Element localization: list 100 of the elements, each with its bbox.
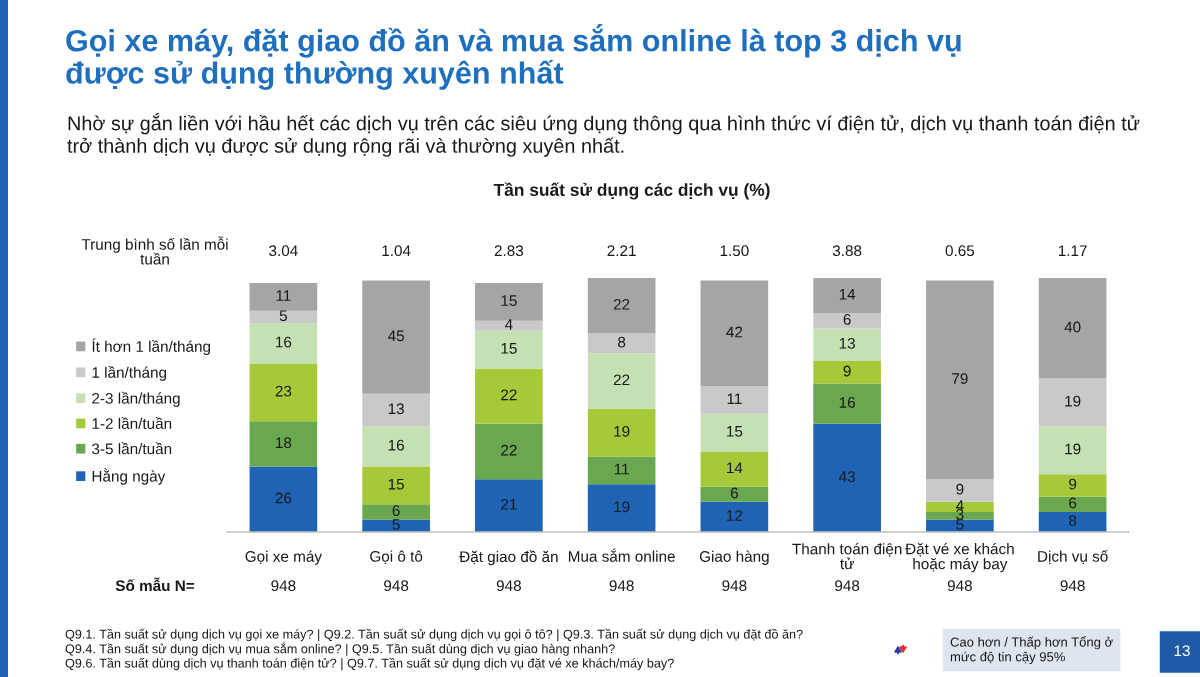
bar <box>700 451 769 487</box>
bar <box>813 278 881 314</box>
bar <box>1038 474 1107 497</box>
data-label: 26 <box>275 492 292 504</box>
bar <box>249 363 318 422</box>
bar <box>362 519 430 532</box>
x-tick-label: Gọi ô tô <box>370 550 423 564</box>
data-label: 22 <box>613 298 630 310</box>
data-label: 18 <box>276 437 292 449</box>
data-label: 4 <box>504 319 513 330</box>
text: 948 <box>496 580 521 592</box>
text: Q9.4. Tần suất sử dụng dịch vụ mua sắm online? | Q9.5. Tần suất dùng dịch vụ giao hàng nhanh? <box>65 642 615 656</box>
bar <box>1038 426 1107 475</box>
bar <box>587 278 656 334</box>
x-tick-label: Dịch vụ số <box>1038 549 1108 564</box>
data-label: 13 <box>839 337 855 349</box>
data-label: 19 <box>614 501 630 513</box>
data-label: 19 <box>1065 443 1081 455</box>
bar <box>700 280 769 387</box>
bar <box>475 283 543 321</box>
data-label: 22 <box>501 389 517 401</box>
bar <box>587 333 656 354</box>
chart-subtitle: Nhờ sự gắn liền với hầu hết các dịch vụ trên các siêu ứng dụng thông qua hình thức ví điện tử, dịch vụ thanh toán điện tử trở thành dịch vụ được sử dụng rộng rãi và thường xuyên nhất. <box>67 113 1140 157</box>
text: 0.65 <box>945 245 975 257</box>
x-tick-label: Giao hàng <box>699 550 769 565</box>
data-label: 11 <box>727 393 742 404</box>
bar <box>1038 511 1107 532</box>
text: 2.83 <box>494 245 524 257</box>
bar <box>926 280 994 480</box>
bar <box>362 504 430 520</box>
bar <box>362 426 430 467</box>
data-label: 4 <box>955 500 964 511</box>
bar <box>926 519 994 532</box>
data-label: 23 <box>275 385 292 397</box>
bar <box>249 421 318 467</box>
text: Q9.1. Tần suất sử dụng dịch vụ gọi xe máy? | Q9.2. Tần suất sử dụng dịch vụ gọi ô tô? | Q9.3. Tần suất sử dụng dịch vụ đặt đồ ăn? <box>65 628 803 642</box>
text: 948 <box>609 580 634 592</box>
bar <box>362 466 430 505</box>
data-label: 11 <box>276 290 291 301</box>
data-label: 8 <box>1069 515 1077 527</box>
bar <box>249 283 318 311</box>
bar <box>1038 278 1107 379</box>
text: 948 <box>271 580 296 592</box>
data-label: 40 <box>1064 321 1081 333</box>
data-label: 14 <box>727 462 743 474</box>
text: Số mẫu N= <box>115 577 195 592</box>
bar <box>362 393 430 427</box>
data-label: 5 <box>279 310 287 322</box>
bar <box>587 353 656 409</box>
data-label: 21 <box>501 498 517 510</box>
text: 1.17 <box>1058 245 1087 256</box>
chart-title: Gọi xe máy, đặt giao đồ ăn và mua sắm online là top 3 dịch vụ được sử dụng thường xuyên nhất <box>66 24 961 90</box>
bar <box>475 320 543 331</box>
x-tick-label: Đặt vé xe khách hoặc máy bay <box>905 542 1014 573</box>
text: 948 <box>947 580 972 592</box>
bar <box>475 479 543 532</box>
x-tick-label: Gọi xe máy <box>245 550 322 565</box>
bar <box>700 486 769 502</box>
data-label: 15 <box>501 343 517 354</box>
bar <box>587 456 656 485</box>
text: 1.50 <box>720 245 749 257</box>
bar <box>1038 496 1107 512</box>
data-label: 14 <box>839 289 856 300</box>
data-label: 43 <box>838 471 855 483</box>
text: 948 <box>1060 580 1085 592</box>
text: 3.88 <box>832 245 862 257</box>
text: 1.04 <box>382 245 411 257</box>
data-label: 45 <box>387 330 404 342</box>
bar <box>700 501 769 532</box>
data-label: 19 <box>1065 395 1081 407</box>
bar <box>249 323 318 364</box>
bar <box>249 466 318 532</box>
bar <box>813 328 881 361</box>
bar <box>1038 378 1107 427</box>
x-tick-label: Mua sắm online <box>568 548 675 562</box>
data-label: 19 <box>614 425 630 437</box>
bar <box>813 313 881 329</box>
x-tick-label: Thanh toán điện tử <box>792 543 902 570</box>
data-label: 22 <box>501 444 517 456</box>
text: 948 <box>384 580 409 592</box>
text: 948 <box>722 580 747 592</box>
data-label: 16 <box>276 336 292 348</box>
data-label: 6 <box>843 314 851 325</box>
data-label: 3 <box>956 508 964 520</box>
text: Q9.6. Tần suất dùng dịch vụ thanh toán điện tử? | Q9.7. Tần suất sử dụng dịch vụ đặt vé xe khách/máy bay? <box>65 657 674 671</box>
bar <box>926 479 994 502</box>
bar <box>249 310 318 324</box>
data-label: 9 <box>956 483 964 495</box>
data-label: 15 <box>388 478 404 490</box>
text: 948 <box>835 580 860 592</box>
bar <box>926 511 994 520</box>
legend-label: Hằng ngày <box>92 468 166 485</box>
data-label: 9 <box>1069 478 1077 490</box>
data-label: 6 <box>730 487 738 499</box>
data-label: 11 <box>614 463 629 475</box>
data-label: 13 <box>388 403 404 415</box>
data-label: 15 <box>501 295 517 306</box>
bar <box>587 408 656 457</box>
legend-label: 1 lần/tháng <box>92 365 167 381</box>
bar <box>813 423 881 532</box>
